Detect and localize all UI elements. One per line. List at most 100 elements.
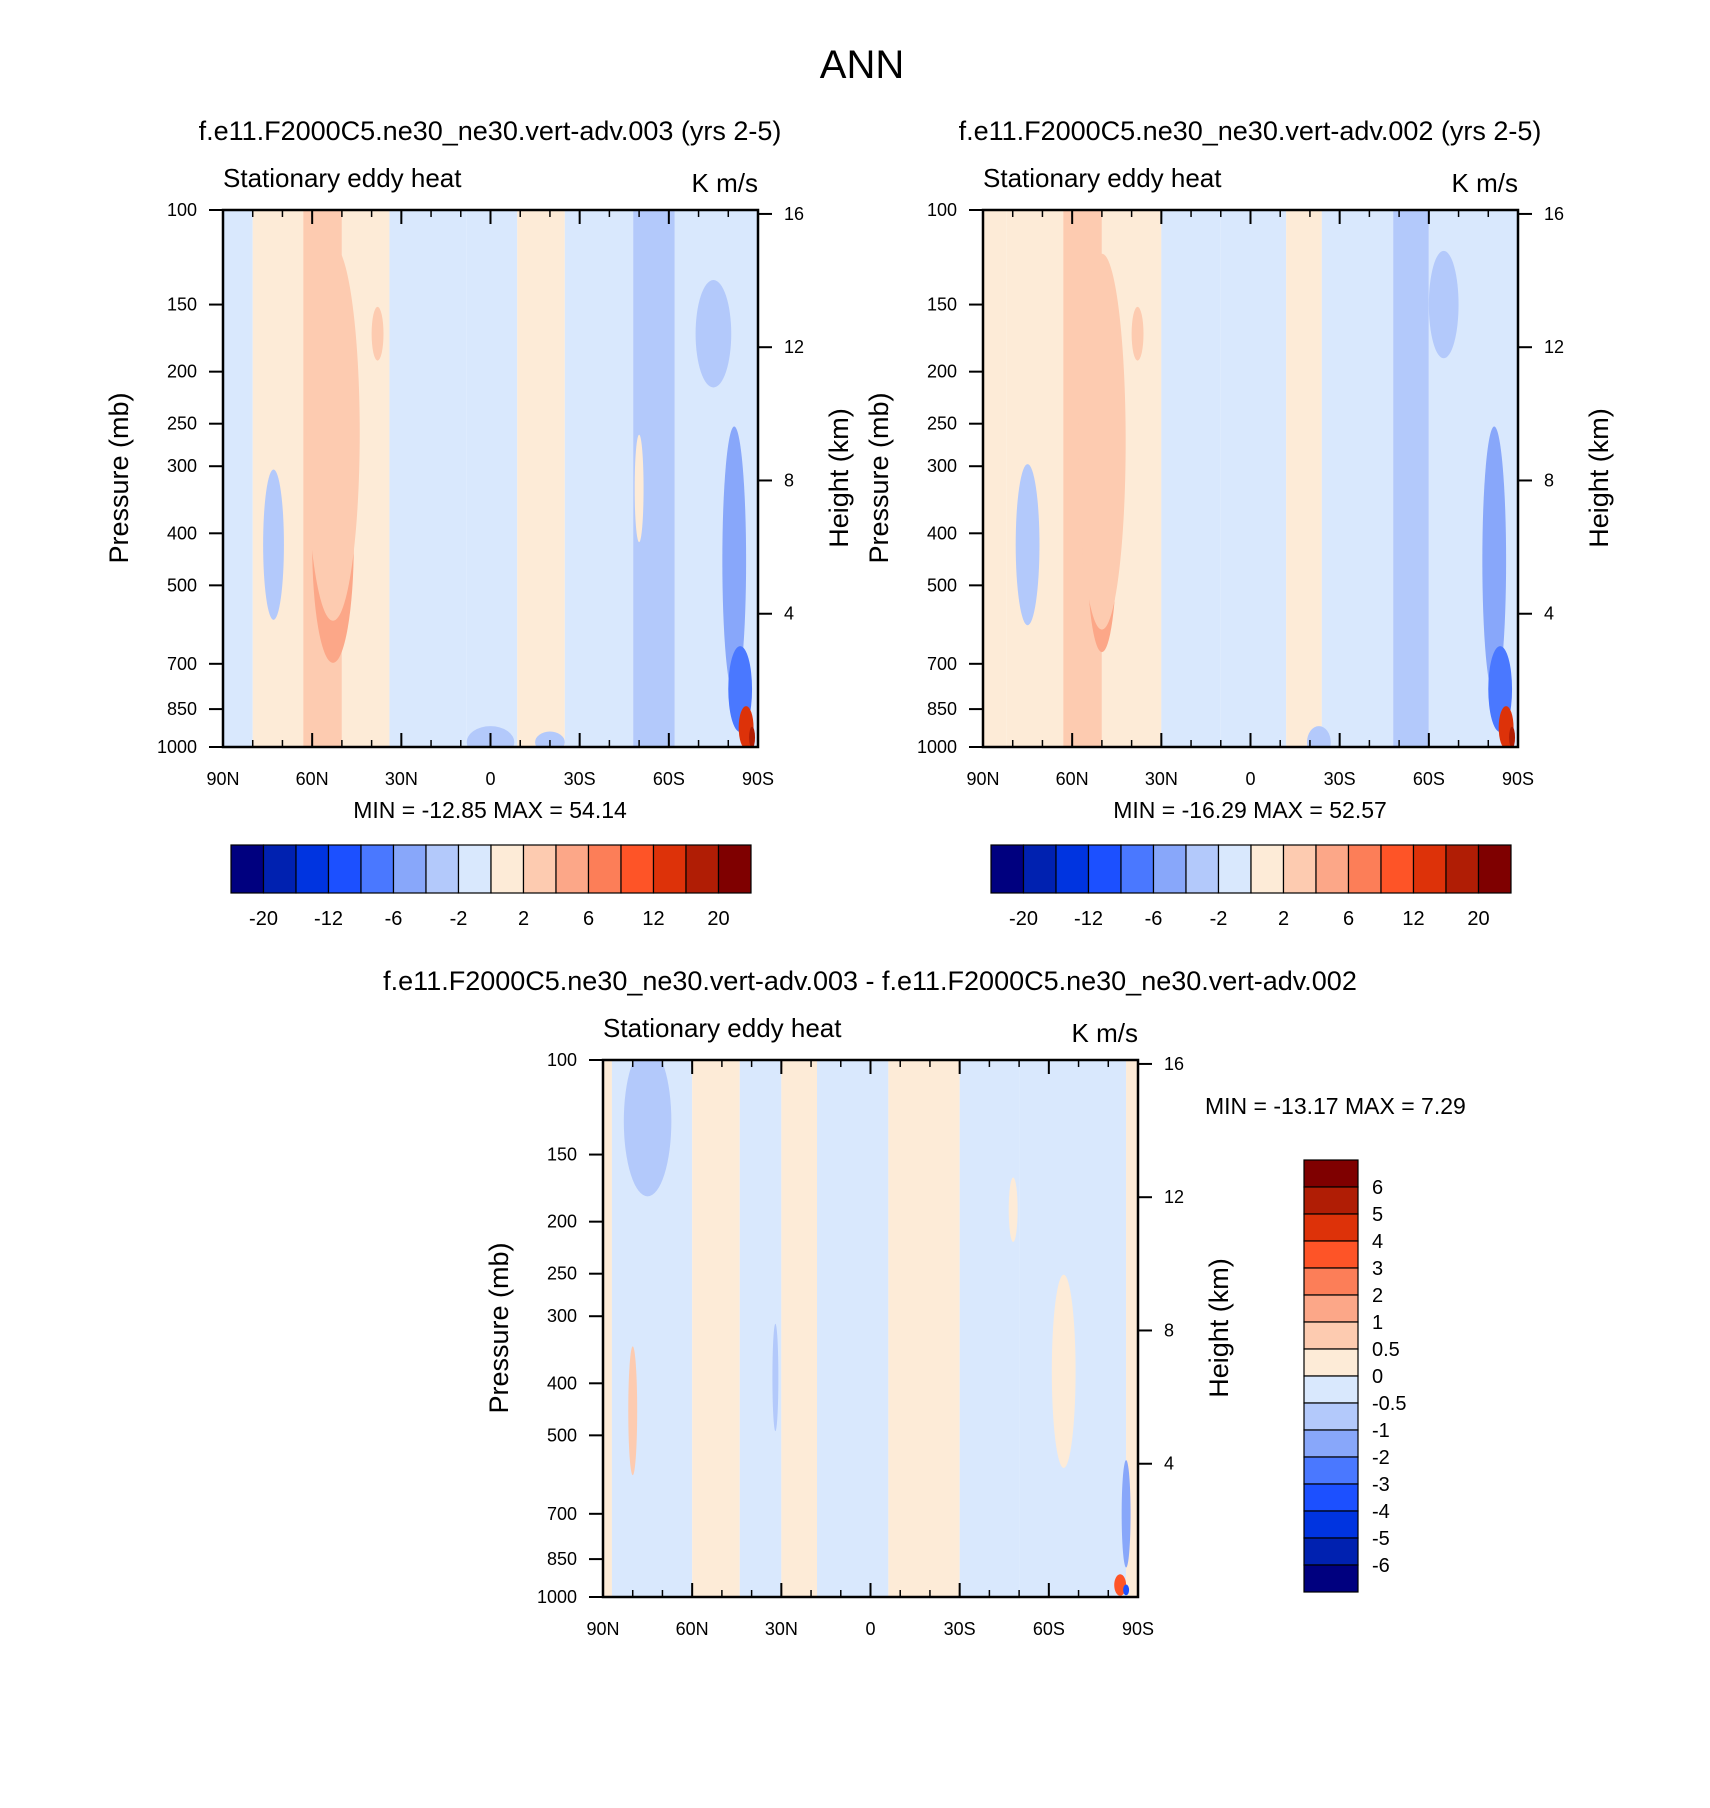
contour-band-1 (1006, 210, 1064, 747)
colorbar-label: 0 (1372, 1366, 1383, 1388)
contour-band-4 (1161, 210, 1221, 747)
y-right-tick-label: 8 (1544, 470, 1554, 490)
contour-region-7 (1509, 726, 1516, 747)
y-right-tick-label: 16 (1544, 204, 1564, 224)
y-tick-label: 250 (167, 414, 197, 434)
panel-2-plot (983, 210, 1518, 747)
y-tick-label: 100 (547, 1050, 577, 1070)
x-tick-label: 60N (1056, 769, 1089, 789)
colorbar-cell (717, 844, 752, 894)
colorbar-cell (1217, 844, 1252, 894)
colorbar-label: 6 (1372, 1177, 1383, 1199)
contour-band-0 (603, 1060, 612, 1597)
contour-region-1 (306, 244, 360, 621)
colorbar-cell (1303, 1564, 1359, 1593)
panel-3-variable: Stationary eddy heat (603, 1013, 842, 1043)
y-tick-label: 200 (167, 362, 197, 382)
y-tick-label: 500 (547, 1425, 577, 1445)
colorbar-cell (295, 844, 330, 894)
colorbar-label: 2 (1372, 1285, 1383, 1307)
contour-band-4 (389, 210, 467, 747)
panel-2-title: f.e11.F2000C5.ne30_ne30.vert-adv.002 (yr… (959, 116, 1542, 146)
colorbar-cell (1152, 844, 1187, 894)
colorbar-label: -6 (1372, 1555, 1390, 1577)
colorbar-cell (425, 844, 460, 894)
y-right-tick-label: 16 (1164, 1054, 1184, 1074)
y-right-tick-label: 4 (1164, 1454, 1174, 1474)
colorbar-cell (1303, 1186, 1359, 1215)
x-tick-label: 90N (966, 769, 999, 789)
colorbar-cell (1303, 1159, 1359, 1188)
colorbar-cell (1120, 844, 1155, 894)
panel-3-ylabel-right: Height (km) (1204, 1258, 1234, 1398)
colorbar-cell (1303, 1294, 1359, 1323)
panel-1-colorbar: -20 -12 -6 -2 2 6 12 20 (230, 844, 752, 930)
panel-2-ylabel-right: Height (km) (1584, 408, 1614, 548)
contour-region-3 (695, 280, 732, 388)
x-tick-label: 30S (944, 1619, 976, 1639)
x-tick-label: 90N (586, 1619, 619, 1639)
contour-region-3 (1428, 250, 1459, 359)
y-tick-label: 500 (167, 575, 197, 595)
panel-1-title: f.e11.F2000C5.ne30_ne30.vert-adv.003 (yr… (199, 116, 782, 146)
colorbar-cell (1303, 1321, 1359, 1350)
colorbar-label: 0.5 (1372, 1339, 1400, 1361)
colorbar-label: 4 (1372, 1231, 1383, 1253)
y-tick-label: 400 (547, 1373, 577, 1393)
colorbar-label: -5 (1372, 1528, 1390, 1550)
colorbar-cell (1315, 844, 1350, 894)
contour-band-7 (959, 1060, 1020, 1597)
panel-3: f.e11.F2000C5.ne30_ne30.vert-adv.003 - f… (383, 966, 1466, 1639)
y-tick-label: 150 (167, 295, 197, 315)
x-tick-label: 90S (742, 769, 774, 789)
colorbar-cell (620, 844, 655, 894)
contour-region-4 (1051, 1274, 1076, 1469)
contour-band-5 (817, 1060, 889, 1597)
y-right-tick-label: 12 (1164, 1187, 1184, 1207)
colorbar-label: -20 (1009, 908, 1038, 930)
panel-3-units: K m/s (1072, 1018, 1138, 1048)
colorbar-label: 6 (583, 908, 594, 930)
panel-1-min-max: MIN = -12.85 MAX = 54.14 (353, 797, 627, 823)
contour-band-9 (1126, 1060, 1138, 1597)
figure-title: ANN (820, 43, 904, 87)
panel-1-axes: 90N 60N 30N 0 30S 60S 90S 100 150 200 250 300 400 500… (157, 200, 804, 789)
panel-2-variable: Stationary eddy heat (983, 163, 1222, 193)
colorbar-cell (1303, 1240, 1359, 1269)
x-tick-label: 60N (296, 769, 329, 789)
y-tick-label: 250 (927, 414, 957, 434)
contour-band-2 (692, 1060, 740, 1597)
contour-band-0 (223, 210, 253, 747)
panel-3-ylabel: Pressure (mb) (484, 1242, 514, 1413)
colorbar-cell (990, 844, 1025, 894)
colorbar-label: -1 (1372, 1420, 1390, 1442)
colorbar-label: 5 (1372, 1204, 1383, 1226)
contour-region-7 (749, 726, 756, 747)
panel-2-min-max: MIN = -16.29 MAX = 52.57 (1113, 797, 1387, 823)
y-right-tick-label: 4 (784, 604, 794, 624)
x-tick-label: 0 (485, 769, 495, 789)
colorbar-cell (522, 844, 557, 894)
x-tick-label: 30S (1324, 769, 1356, 789)
colorbar-cell (1250, 844, 1285, 894)
colorbar-label: 1 (1372, 1312, 1383, 1334)
colorbar-cell (327, 844, 362, 894)
colorbar-cell (1445, 844, 1480, 894)
contour-region-4 (722, 426, 747, 696)
contour-region-9 (634, 434, 644, 543)
colorbar-label: -2 (1372, 1447, 1390, 1469)
contour-band-8 (1393, 210, 1429, 747)
contour-band-0 (983, 210, 1007, 747)
colorbar-label: 2 (518, 908, 529, 930)
colorbar-cell (262, 844, 297, 894)
contour-region-7 (1123, 1584, 1130, 1596)
y-right-tick-label: 8 (784, 470, 794, 490)
y-tick-label: 250 (547, 1264, 577, 1284)
colorbar-cell (1303, 1267, 1359, 1296)
y-tick-label: 150 (547, 1145, 577, 1165)
colorbar-label: -12 (1074, 908, 1103, 930)
x-tick-label: 30S (564, 769, 596, 789)
colorbar-cell (230, 844, 265, 894)
contour-region-9 (1306, 726, 1331, 747)
contour-region-8 (1131, 306, 1144, 361)
